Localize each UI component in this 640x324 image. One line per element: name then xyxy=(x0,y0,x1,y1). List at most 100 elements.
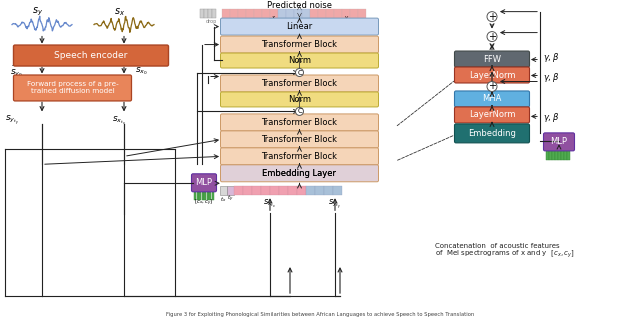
Bar xyxy=(326,9,333,17)
Circle shape xyxy=(296,108,303,115)
Text: $\dot{s}_{y_0}$: $\dot{s}_{y_0}$ xyxy=(10,64,23,79)
Text: $\epsilon_\theta^x$: $\epsilon_\theta^x$ xyxy=(267,15,276,29)
Text: $t_x$: $t_x$ xyxy=(220,195,227,204)
Text: $[c_x, c_y]$: $[c_x, c_y]$ xyxy=(195,198,214,208)
Text: Speech encoder: Speech encoder xyxy=(54,51,128,60)
Text: Transformer Block: Transformer Block xyxy=(262,152,337,161)
FancyBboxPatch shape xyxy=(454,107,529,123)
Circle shape xyxy=(487,82,497,91)
Bar xyxy=(212,9,216,17)
Text: LayerNorm: LayerNorm xyxy=(468,110,515,120)
Bar xyxy=(324,186,333,195)
FancyBboxPatch shape xyxy=(543,133,575,151)
Bar xyxy=(318,9,326,17)
Bar xyxy=(202,192,204,200)
Bar xyxy=(200,9,204,17)
Bar xyxy=(207,192,209,200)
Bar xyxy=(302,9,310,17)
Text: LayerNorm: LayerNorm xyxy=(468,71,515,79)
FancyBboxPatch shape xyxy=(221,131,378,148)
Bar xyxy=(209,192,211,200)
FancyBboxPatch shape xyxy=(454,124,529,143)
Bar xyxy=(358,9,365,17)
Bar xyxy=(227,186,234,195)
FancyBboxPatch shape xyxy=(13,45,168,66)
Text: $\boldsymbol{s_x}$: $\boldsymbol{s_x}$ xyxy=(115,6,125,17)
FancyBboxPatch shape xyxy=(221,36,378,53)
Text: $\boldsymbol{s_{x_{t_x}}}$: $\boldsymbol{s_{x_{t_x}}}$ xyxy=(264,198,276,210)
Text: +: + xyxy=(488,81,496,91)
Text: +: + xyxy=(488,31,496,41)
Text: $\boldsymbol{s_{x_{t_x}}}$: $\boldsymbol{s_{x_{t_x}}}$ xyxy=(112,114,126,127)
Text: FFW: FFW xyxy=(483,54,501,64)
Text: Forward process of a pre-
trained diffusion model: Forward process of a pre- trained diffus… xyxy=(27,81,118,95)
Bar xyxy=(261,186,269,195)
FancyBboxPatch shape xyxy=(221,114,378,131)
Bar xyxy=(315,186,323,195)
Text: $\boldsymbol{s_{x_0}}$: $\boldsymbol{s_{x_0}}$ xyxy=(135,66,148,77)
Bar xyxy=(279,186,287,195)
FancyBboxPatch shape xyxy=(221,18,378,35)
Text: $\gamma, \beta$: $\gamma, \beta$ xyxy=(543,71,559,84)
Bar xyxy=(278,9,285,17)
Text: Embedding Layer: Embedding Layer xyxy=(262,169,337,178)
FancyBboxPatch shape xyxy=(13,75,131,101)
Bar xyxy=(555,151,557,160)
Bar xyxy=(310,9,317,17)
Text: $\boldsymbol{s_y}$: $\boldsymbol{s_y}$ xyxy=(33,6,44,18)
Text: $\boldsymbol{s_{y_{t_y}}}$: $\boldsymbol{s_{y_{t_y}}}$ xyxy=(328,197,342,211)
Bar xyxy=(270,9,278,17)
FancyBboxPatch shape xyxy=(221,92,378,107)
Bar xyxy=(546,151,548,160)
Text: Linear: Linear xyxy=(286,22,312,31)
Bar xyxy=(246,9,253,17)
FancyBboxPatch shape xyxy=(221,75,378,92)
Text: Embedding Layer: Embedding Layer xyxy=(262,169,337,178)
Bar xyxy=(211,192,214,200)
Bar xyxy=(234,186,243,195)
Bar xyxy=(208,9,211,17)
Text: $t_y$: $t_y$ xyxy=(227,194,234,204)
Bar xyxy=(204,9,207,17)
Bar xyxy=(350,9,358,17)
Bar xyxy=(549,151,552,160)
Bar xyxy=(564,151,566,160)
Bar xyxy=(286,9,294,17)
Bar xyxy=(294,9,301,17)
Text: Transformer Block: Transformer Block xyxy=(262,79,337,88)
Text: Norm: Norm xyxy=(288,56,311,65)
Text: Transformer Block: Transformer Block xyxy=(262,135,337,144)
Bar xyxy=(254,9,262,17)
Bar xyxy=(333,186,342,195)
FancyBboxPatch shape xyxy=(454,51,529,67)
Bar xyxy=(342,9,349,17)
Circle shape xyxy=(487,12,497,22)
Text: Transformer Block: Transformer Block xyxy=(262,40,337,49)
Text: $\epsilon_\theta^y$: $\epsilon_\theta^y$ xyxy=(340,14,349,29)
Bar xyxy=(352,167,374,179)
Bar xyxy=(220,186,227,195)
Text: of  Mel spectrograms of x and y  $[c_x, c_y]$: of Mel spectrograms of x and y $[c_x, c_… xyxy=(435,249,575,260)
Text: drop: drop xyxy=(205,19,216,24)
FancyBboxPatch shape xyxy=(191,174,216,192)
Bar xyxy=(288,186,296,195)
Text: MHA: MHA xyxy=(483,95,502,103)
Text: MLP: MLP xyxy=(195,178,212,187)
Text: C: C xyxy=(297,70,302,75)
Bar xyxy=(194,192,196,200)
Bar xyxy=(224,167,244,179)
Bar xyxy=(567,151,570,160)
FancyBboxPatch shape xyxy=(221,53,378,68)
FancyBboxPatch shape xyxy=(454,91,529,107)
Bar xyxy=(262,9,269,17)
Bar xyxy=(230,9,237,17)
Bar xyxy=(243,186,252,195)
Text: $\boldsymbol{s_{y_{t_y}}}$: $\boldsymbol{s_{y_{t_y}}}$ xyxy=(5,114,19,127)
Bar xyxy=(252,186,260,195)
Bar xyxy=(561,151,563,160)
Text: Predicted noise: Predicted noise xyxy=(267,1,332,10)
Text: Concatenation  of acoustic features: Concatenation of acoustic features xyxy=(435,243,559,249)
FancyBboxPatch shape xyxy=(221,148,378,165)
FancyBboxPatch shape xyxy=(454,67,529,83)
Text: Transformer Block: Transformer Block xyxy=(262,118,337,127)
